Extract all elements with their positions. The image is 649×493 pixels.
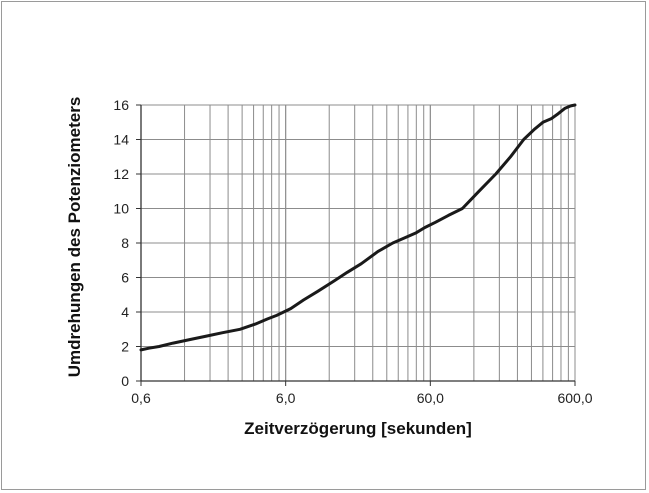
y-tick-label-1: 2: [121, 339, 129, 355]
y-tick-labels: 0 2 4 6 8 10 12 14 16: [113, 97, 129, 389]
y-tick-label-7: 14: [113, 132, 129, 148]
x-tick-label-2: 60,0: [417, 390, 444, 406]
x-tick-labels: 0,6 6,0 60,0 600,0: [131, 390, 592, 406]
y-tick-label-3: 6: [121, 270, 129, 286]
y-tick-label-6: 12: [113, 166, 129, 182]
axes: [136, 104, 576, 386]
y-tick-label-5: 10: [113, 201, 129, 217]
horizontal-gridlines: [141, 104, 575, 382]
series-line-0: [139, 103, 577, 352]
y-axis-title: Umdrehungen des Potenziometers: [65, 97, 84, 378]
y-tick-label-2: 4: [121, 304, 129, 320]
y-tick-label-4: 8: [121, 235, 129, 251]
y-tick-label-8: 16: [113, 97, 129, 113]
x-tick-label-0: 0,6: [131, 390, 151, 406]
y-tick-label-0: 0: [121, 373, 129, 389]
x-axis-title: Zeitverzögerung [sekunden]: [244, 419, 472, 438]
x-tick-label-1: 6,0: [276, 390, 296, 406]
series-layer: [139, 103, 577, 352]
x-tick-label-3: 600,0: [557, 390, 592, 406]
